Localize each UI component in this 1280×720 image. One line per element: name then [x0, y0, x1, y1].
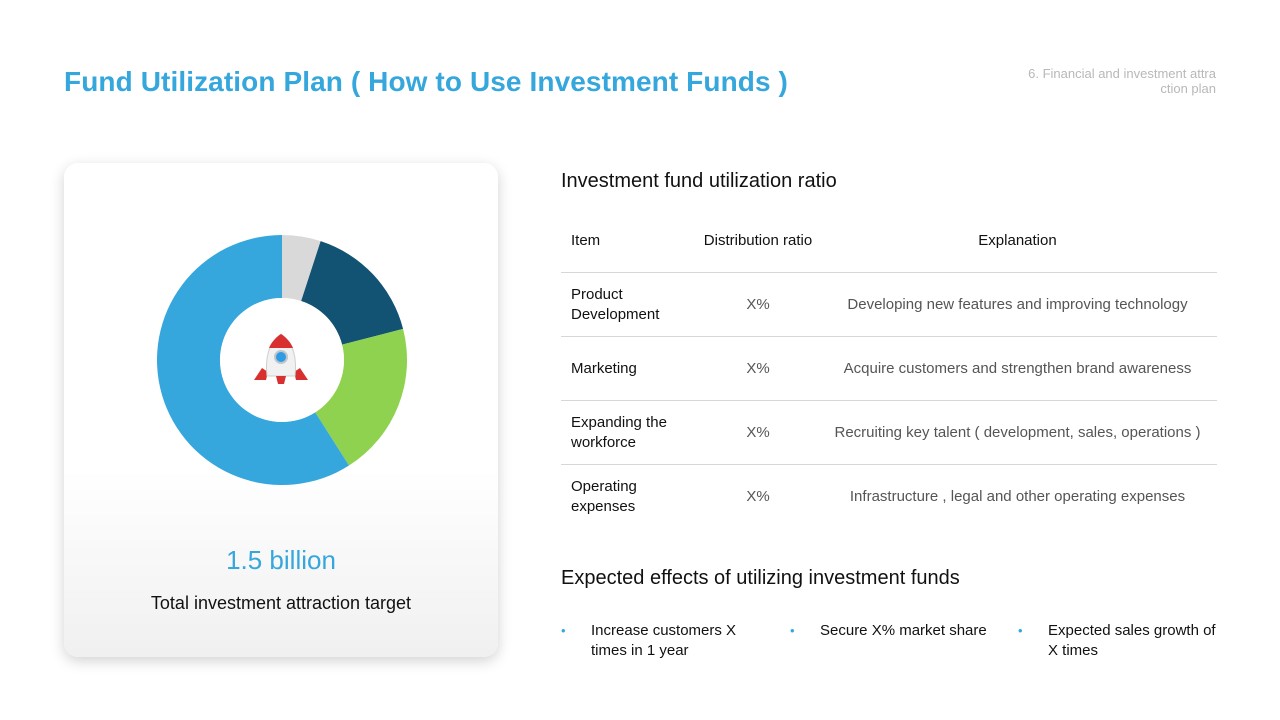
investment-target-card: 1.5 billion Total investment attraction …: [64, 163, 498, 657]
bullet-icon: •: [790, 623, 795, 638]
rocket-icon: [254, 333, 308, 384]
table-row: Operating expenses X% Infrastructure , l…: [561, 465, 1217, 529]
row-ratio: X%: [698, 272, 818, 337]
row-explanation: Acquire customers and strengthen brand a…: [818, 336, 1217, 401]
fund-donut-chart: [157, 235, 407, 485]
row-item: Product Development: [561, 272, 698, 337]
row-ratio: X%: [746, 487, 770, 505]
investment-amount-label: Total investment attraction target: [150, 593, 412, 613]
donut-slice-3: [315, 328, 407, 466]
table-header-row: Item Distribution ratio Explanation: [561, 209, 1217, 273]
table-row: Marketing X% Acquire customers and stren…: [561, 336, 1217, 401]
fund-utilization-table: Item Distribution ratio Explanation Prod…: [561, 209, 1217, 528]
table-row: Expanding the workforce X% Recruiting ke…: [561, 400, 1217, 465]
row-ratio: X%: [698, 336, 818, 401]
effect-text: Expected sales growth of X times: [1048, 622, 1216, 659]
row-item: Expanding the workforce: [561, 400, 698, 465]
row-explanation: Infrastructure , legal and other operati…: [849, 487, 1186, 505]
donut-slice-4: [157, 235, 349, 485]
investment-amount: 1.5 billion: [226, 545, 336, 575]
row-ratio: X%: [698, 400, 818, 465]
effect-text: Secure X% market share: [820, 622, 987, 639]
row-explanation: Recruiting key talent ( development, sal…: [818, 400, 1217, 465]
bullet-icon: •: [561, 623, 566, 638]
donut-slice-1: [282, 235, 321, 302]
column-header-item: Item: [561, 209, 698, 273]
bullet-icon: •: [1018, 623, 1023, 638]
page-title: Fund Utilization Plan ( How to Use Inves…: [64, 66, 788, 97]
table-row: Product Development X% Developing new fe…: [561, 272, 1217, 337]
row-item: Operating expenses: [571, 477, 637, 515]
row-explanation: Developing new features and improving te…: [818, 272, 1217, 337]
row-item: Marketing: [561, 336, 698, 401]
column-header-ratio: Distribution ratio: [698, 209, 818, 273]
section-tag: 6. Financial and investment attraction p…: [1028, 66, 1216, 96]
column-header-explanation: Explanation: [818, 209, 1217, 273]
donut-slice-2: [301, 241, 404, 345]
table-title: Investment fund utilization ratio: [561, 170, 837, 192]
effects-title: Expected effects of utilizing investment…: [561, 567, 960, 589]
effect-text: Increase customers X times in 1 year: [591, 622, 737, 659]
